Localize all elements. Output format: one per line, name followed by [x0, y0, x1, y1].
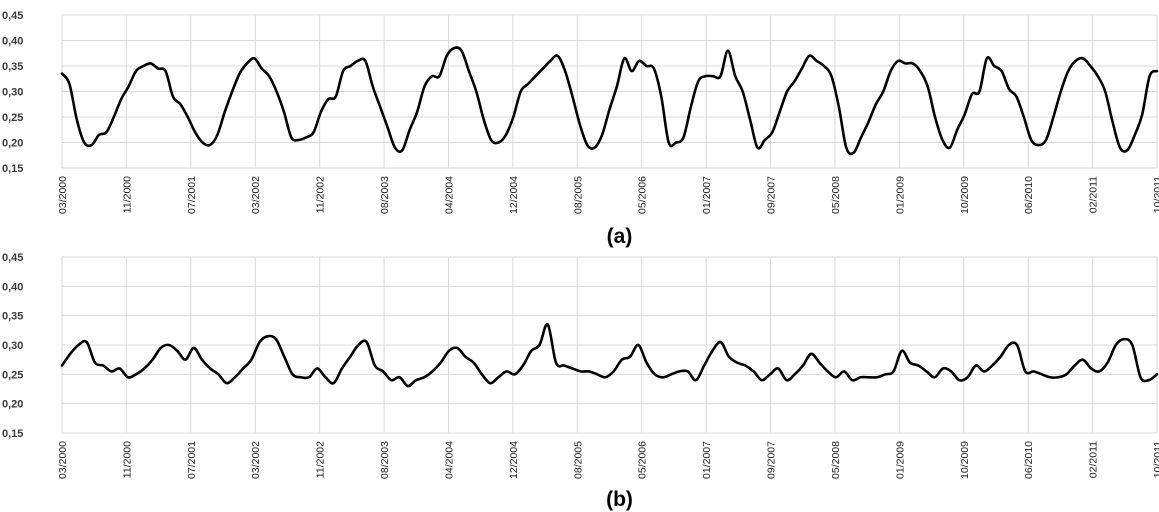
chart-a-xtick-label: 05/2008 [830, 176, 842, 214]
chart-b-xtick-label: 10/2011 [1152, 441, 1159, 478]
chart-b-xtick-label: 06/2010 [1023, 441, 1035, 479]
chart-b: 0,15 0,20 0,25 0,30 0,35 0,40 0,45 03/2000 11/20… [2, 252, 1159, 511]
chart-b-xtick-label: 02/2011 [1088, 441, 1100, 478]
chart-a-xtick-label: 03/2000 [57, 176, 69, 214]
chart-a-xtick-label: 01/2009 [894, 176, 906, 214]
chart-b-caption: (b) [606, 488, 633, 511]
chart-b-xtick-label: 03/2002 [250, 441, 262, 479]
chart-b-ytick-label: 0,35 [2, 311, 23, 323]
chart-a-xtick-label: 09/2007 [766, 176, 778, 214]
chart-a-ytick-label: 0,25 [2, 112, 23, 124]
chart-a-ytick-label: 0,20 [2, 138, 23, 150]
chart-b-xtick-label: 09/2007 [766, 441, 778, 479]
chart-a-xtick-label: 07/2001 [186, 176, 198, 214]
chart-b-xtick-label: 01/2009 [894, 441, 906, 479]
chart-b-xtick-label: 12/2004 [508, 441, 520, 479]
chart-b-ytick-label: 0,30 [2, 340, 23, 352]
chart-b-xtick-label: 04/2004 [443, 441, 455, 479]
chart-b-ytick-label: 0,15 [2, 428, 23, 440]
chart-a-ytick-label: 0,30 [2, 87, 23, 99]
chart-a-xtick-label: 06/2010 [1023, 176, 1035, 214]
chart-b-xtick-label: 08/2005 [572, 441, 584, 479]
chart-b-xtick-label: 03/2000 [57, 441, 69, 479]
chart-a-ytick-label: 0,45 [2, 10, 23, 22]
chart-a-xtick-label: 05/2006 [637, 176, 649, 214]
chart-a-xtick-label: 03/2002 [250, 176, 262, 214]
chart-a-ytick-label: 0,40 [2, 36, 23, 48]
chart-b-xtick-label: 07/2001 [186, 441, 198, 479]
chart-b-xtick-label: 01/2007 [701, 441, 713, 479]
chart-a-xtick-label: 01/2007 [701, 176, 713, 214]
chart-a-xtick-label: 10/2011 [1152, 176, 1159, 213]
chart-a-ytick-label: 0,35 [2, 61, 23, 73]
chart-a: 0,15 0,20 0,25 0,30 0,35 0,40 0,45 03/2000 11/20… [2, 10, 1159, 248]
chart-a-xtick-label: 04/2004 [443, 176, 455, 214]
chart-a-xtick-label: 12/2004 [508, 176, 520, 214]
chart-b-ytick-label: 0,25 [2, 369, 23, 381]
chart-a-ytick-label: 0,15 [2, 163, 23, 175]
chart-b-series-line [60, 323, 1159, 388]
chart-a-xtick-label: 08/2003 [379, 176, 391, 214]
chart-b-xtick-label: 11/2000 [121, 441, 133, 478]
chart-a-xtick-label: 10/2009 [959, 176, 971, 214]
chart-b-xtick-label: 05/2006 [637, 441, 649, 479]
chart-a-xtick-label: 02/2011 [1088, 176, 1100, 213]
chart-a-xtick-label: 08/2005 [572, 176, 584, 214]
chart-a-xtick-label: 11/2000 [121, 176, 133, 213]
chart-b-xtick-label: 05/2008 [830, 441, 842, 479]
chart-b-xtick-label: 11/2002 [315, 441, 327, 478]
chart-b-ytick-label: 0,20 [2, 399, 23, 411]
chart-a-xtick-label: 11/2002 [315, 176, 327, 213]
chart-b-xtick-label: 08/2003 [379, 441, 391, 479]
chart-a-caption: (a) [607, 225, 633, 248]
chart-b-xtick-label: 10/2009 [959, 441, 971, 479]
chart-b-ytick-label: 0,45 [2, 252, 23, 264]
chart-b-ytick-label: 0,40 [2, 281, 23, 293]
chart-a-series-line [60, 46, 1159, 156]
